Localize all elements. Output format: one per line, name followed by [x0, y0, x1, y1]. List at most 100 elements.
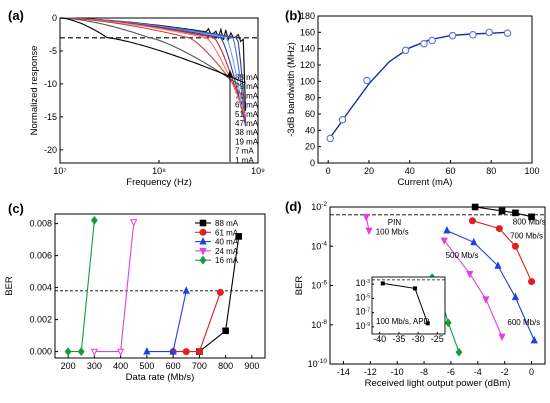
- panel-c-y-tick-label: 0.000: [29, 347, 52, 357]
- panel-d-y-tick-exponent: -10: [318, 358, 328, 365]
- panel-d-x-tick-label: -14: [337, 367, 350, 377]
- panel-d-x-tick-label: -4: [474, 367, 482, 377]
- panel-d-data-point: [470, 237, 478, 246]
- panel-b-data-point: [338, 115, 347, 124]
- panel-a-legend-label: 51 mA: [235, 110, 259, 119]
- panel-d-inset-frame: [371, 276, 446, 335]
- panel-a-x-tick-label: 10⁹: [251, 166, 265, 176]
- panel-d-data-point: [482, 296, 490, 304]
- panel-c-legend-marker: [199, 228, 207, 236]
- panel-d-data-point: [498, 207, 506, 215]
- panel-d-y-tick-base: 10: [311, 202, 321, 212]
- panel-c-x-tick-label: 300: [87, 361, 102, 371]
- panel-d-xlabel: Received light output power (dBm): [365, 378, 511, 389]
- panel-d-inset-point: [413, 286, 418, 291]
- panel-d-y-tick-label: 10-6: [311, 280, 327, 291]
- panel-d-inset-x-tick-label: -40: [373, 334, 386, 344]
- panel-c-data-point: [235, 233, 243, 240]
- panel-d-y-tick-label: 10-4: [311, 240, 327, 251]
- panel-b-data-point: [485, 28, 493, 37]
- panel-d-inset-label: 100 Mb/s, APD: [376, 317, 430, 326]
- panel-b-data-point: [401, 46, 410, 55]
- panel-c-x-tick-label: 400: [113, 361, 128, 371]
- panel-b-x-tick-label: 60: [445, 166, 455, 176]
- panel-d-inset-y-tick-base: 10: [356, 292, 366, 302]
- panel-b-y-tick-label: 60: [305, 109, 315, 119]
- panel-a-xlabel: Frequency (Hz): [126, 177, 191, 188]
- panel-c-frame: [54, 213, 266, 359]
- panel-b-fit-line: [327, 31, 508, 141]
- panel-b-y-tick-label: 0: [310, 158, 315, 168]
- panel-d-series-label: 600 Mb/s: [507, 318, 540, 327]
- panel-d-series-line: [472, 220, 533, 282]
- panel-b-xlabel: Current (mA): [398, 177, 453, 188]
- panel-d-data-point: [443, 225, 451, 234]
- panel-d-data-point: [466, 270, 474, 279]
- panel-c-data-point: [90, 348, 98, 357]
- panel-d-series-line: [443, 240, 503, 337]
- panel-b-x-tick-label: 20: [364, 166, 374, 176]
- panel-d-series-label: 700 Mb/s: [510, 231, 543, 240]
- panel-a-y-tick-label: -15: [44, 112, 57, 122]
- panel-d-y-tick-exponent: -6: [321, 280, 327, 287]
- panel-b: (b) 0 20 40 60 80 100 0 20 40 60 80 100 120 140 160 180 C…: [285, 8, 540, 188]
- panel-c-data-point: [143, 347, 151, 355]
- panel-c-legend-marker: [199, 219, 207, 227]
- panel-c-legend-marker: [199, 248, 207, 256]
- panel-c-series-line: [146, 290, 187, 353]
- panel-d-x-tick-label: -6: [447, 367, 455, 377]
- panel-d-y-tick-exponent: -4: [321, 240, 327, 247]
- panel-d-data-point: [511, 242, 519, 250]
- panel-d-x-tick-label: -10: [391, 367, 404, 377]
- panel-c-label: (c): [8, 201, 24, 216]
- panel-a-y-tick-label: -10: [44, 79, 57, 89]
- panel-d-data-point: [495, 225, 503, 233]
- panel-d-y-tick-base: 10: [308, 359, 318, 369]
- panel-d-data-point: [530, 335, 538, 344]
- panel-c-data-point: [182, 286, 190, 294]
- panel-b-data-point: [428, 36, 436, 45]
- panel-a-legend-label: 47 mA: [235, 119, 259, 128]
- panel-d-x-tick-label: -12: [364, 367, 377, 377]
- panel-b-data-point: [448, 31, 457, 40]
- panel-c-series-line: [94, 221, 135, 353]
- panel-a-legend-arrow-head: [227, 70, 233, 77]
- panel-c-data-point: [195, 348, 203, 356]
- panel-c-legend-marker: [199, 237, 207, 245]
- panel-c-legend-label: 24 mA: [215, 247, 239, 256]
- panel-d-inset-y-tick-base: 10: [356, 321, 366, 331]
- panel-b-y-tick-label: 80: [305, 93, 315, 103]
- panel-d-y-tick-exponent: -2: [321, 201, 327, 208]
- panel-b-y-tick-label: 40: [305, 125, 315, 135]
- panel-d-data-point: [494, 261, 502, 269]
- panel-b-frame: [317, 15, 533, 164]
- panel-d-y-tick-label: 10-2: [311, 201, 327, 212]
- panel-d-inset-point: [425, 321, 430, 326]
- panel-d: (d)-14 -12 -10 -8 -6 -4 -2 010-210-410-610-810-…: [285, 199, 546, 389]
- panel-c-legend-label: 16 mA: [215, 256, 239, 265]
- panel-d-inset-y-tick-label: 10-9: [356, 321, 371, 331]
- panel-c-x-tick-label: 700: [192, 361, 207, 371]
- panel-d-data-point: [471, 203, 479, 211]
- panel-d-y-tick-label: 10-10: [308, 358, 328, 369]
- panel-d-inset-y-tick-base: 10: [356, 307, 366, 317]
- panel-a-y-tick-label: -20: [44, 145, 57, 155]
- panel-c-data-point: [117, 348, 125, 357]
- panel-c-x-tick-label: 500: [139, 361, 154, 371]
- panel-d-label: (d): [285, 199, 302, 214]
- panel-b-x-tick-label: 100: [524, 166, 539, 176]
- panel-d-series-label: 800 Mb/s: [513, 218, 546, 227]
- panel-c-data-point: [169, 347, 177, 355]
- panel-a-ylabel: Normalized response: [29, 46, 40, 136]
- panel-d-series-label: 500 Mb/s: [446, 251, 479, 260]
- panel-c: (c) 200 300 400 500 600 700 800 900 0.000 0.002 0.0…: [4, 201, 266, 383]
- panel-a-legend-label: 7 mA: [235, 147, 254, 156]
- panel-a-legend-label: 38 mA: [235, 128, 259, 137]
- panel-d-data-point: [512, 209, 519, 217]
- panel-b-y-tick-label: 20: [305, 142, 315, 152]
- panel-d-inset-y-tick-exponent: -7: [366, 308, 371, 314]
- panel-d-data-point: [362, 213, 370, 222]
- panel-d-series-line: [475, 206, 532, 218]
- panel-c-ylabel: BER: [4, 276, 15, 296]
